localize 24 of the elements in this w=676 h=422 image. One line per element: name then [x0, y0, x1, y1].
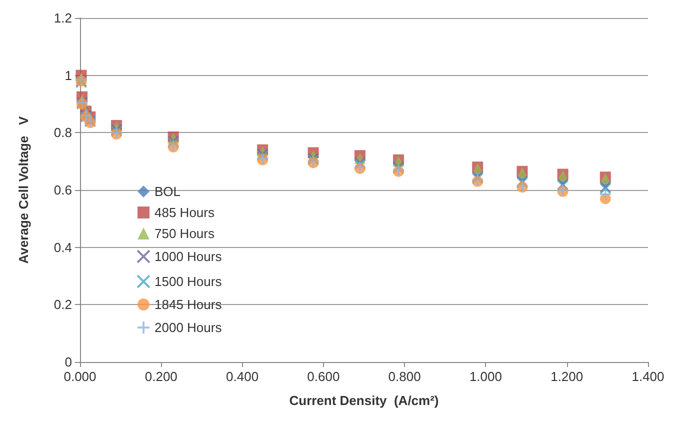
y-tick-label: 1 — [64, 68, 72, 83]
y-axis-title: Average Cell Voltage V — [16, 116, 31, 264]
legend-label: BOL — [154, 184, 181, 199]
legend-label: 1000 Hours — [154, 249, 222, 264]
y-tick-label: 0.8 — [54, 125, 72, 140]
x-tick-label: 0.200 — [144, 369, 178, 384]
y-tick-label: 0.4 — [54, 240, 72, 255]
legend-label: 1845 Hours — [154, 297, 222, 312]
legend-label: 1500 Hours — [154, 274, 222, 289]
x-tick-label: 0.000 — [64, 369, 96, 384]
y-tick-label: 0.6 — [54, 182, 72, 198]
x-tick-label: 1.000 — [469, 369, 502, 384]
x-tick-label: 1.400 — [632, 369, 664, 384]
legend-label: 485 Hours — [154, 205, 215, 220]
y-tick-label: 0.2 — [54, 297, 72, 312]
x-axis-title: Current Density (A/cm²) — [289, 393, 439, 408]
legend-label: 750 Hours — [154, 226, 215, 241]
x-tick-label: 1.200 — [550, 369, 584, 384]
legend-label: 2000 Hours — [154, 320, 222, 335]
y-tick-label: 0 — [64, 354, 72, 370]
x-tick-label: 0.400 — [226, 369, 259, 384]
y-tick-label: 1.2 — [54, 10, 72, 26]
x-tick-label: 0.600 — [307, 369, 340, 384]
x-tick-label: 0.800 — [388, 369, 421, 384]
